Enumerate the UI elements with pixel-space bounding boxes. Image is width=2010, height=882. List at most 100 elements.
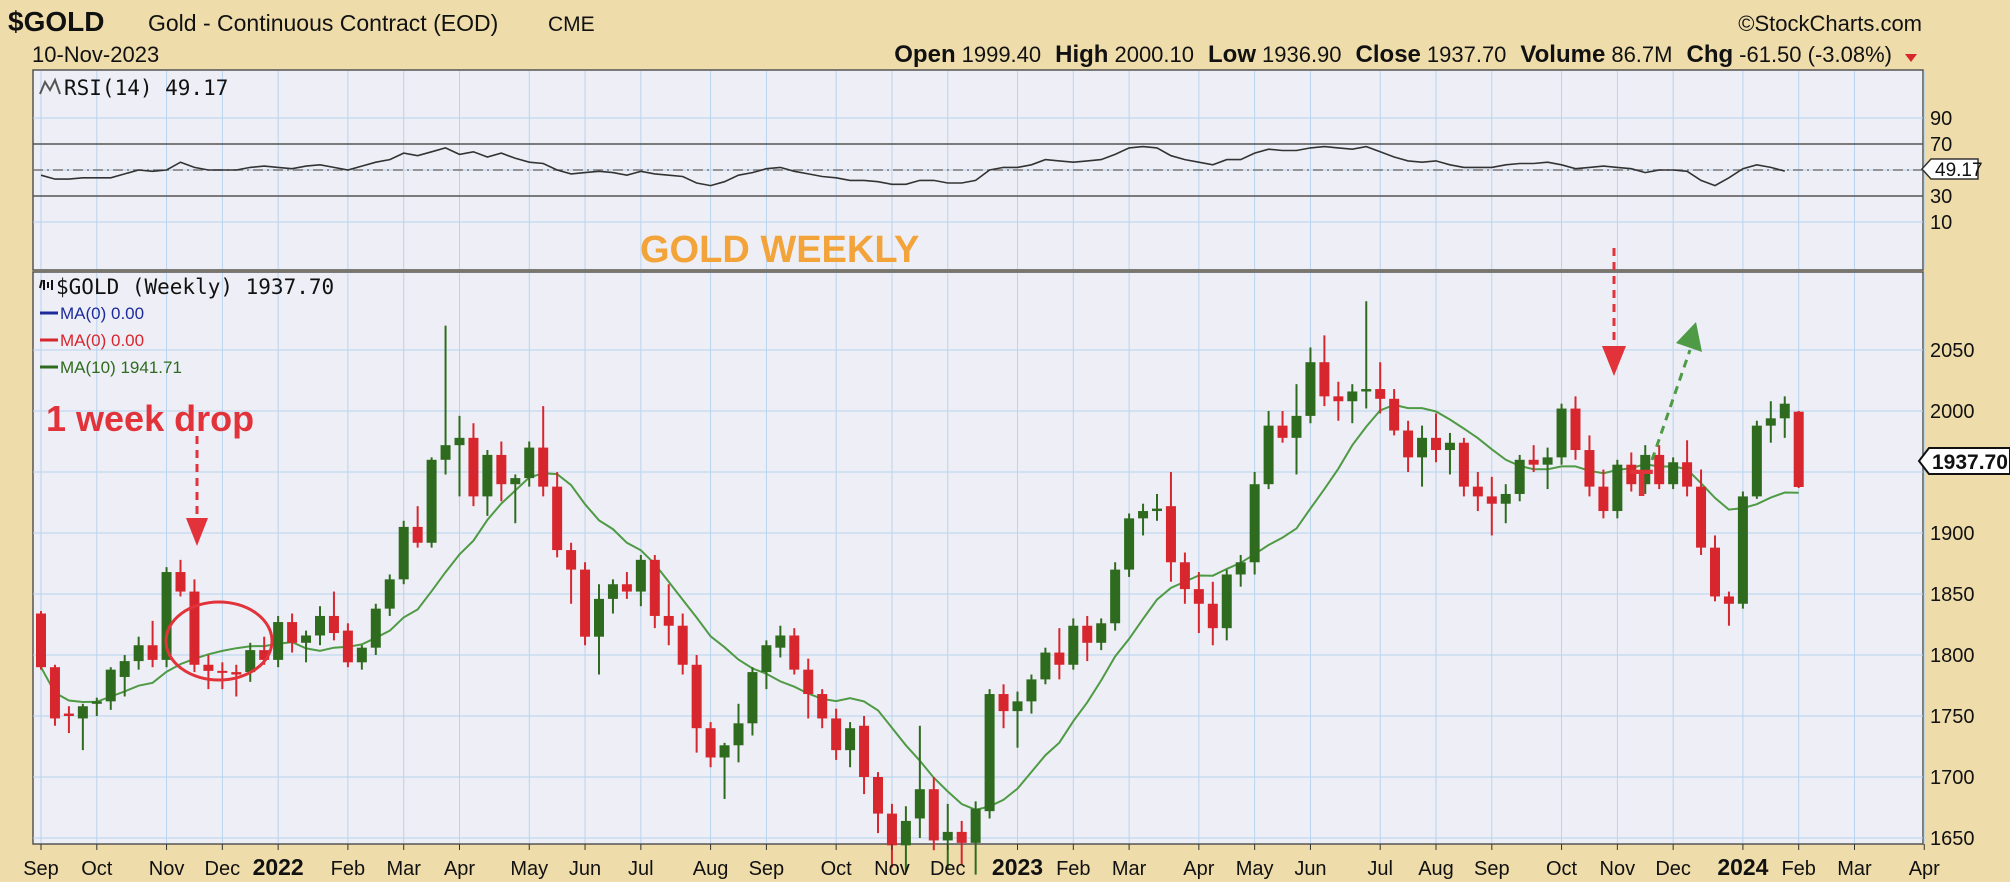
candle: [621, 572, 632, 599]
x-tick-label: May: [1236, 858, 1274, 880]
candle-body: [105, 669, 116, 702]
x-tick-label: Jun: [1294, 858, 1326, 880]
price-tick-label: 1700: [1930, 767, 1975, 789]
drop-circle: [164, 600, 274, 682]
candle-body: [384, 579, 395, 609]
ohlc-summary: Open 1999.40 High 2000.10 Low 1936.90 Close 193…: [894, 41, 1917, 68]
candle-body: [91, 701, 102, 704]
candle: [1528, 445, 1539, 472]
candle-body: [831, 718, 842, 751]
candle-body: [1486, 496, 1497, 504]
candle-body: [1347, 391, 1358, 402]
candle: [1082, 615, 1093, 662]
candle-body: [1514, 459, 1525, 494]
low-value: 1936.90: [1262, 42, 1342, 67]
candle: [1751, 420, 1762, 499]
candle-body: [1096, 623, 1107, 643]
candle-body: [1403, 430, 1414, 458]
candle-body: [914, 789, 925, 819]
candle: [1570, 396, 1581, 460]
candle-body: [36, 613, 46, 668]
candle-body: [147, 645, 158, 660]
rsi-legend: RSI(14) 49.17: [39, 76, 228, 100]
candle: [482, 450, 493, 516]
candle: [998, 684, 1009, 729]
legend-ma2: MA(0) 0.00: [60, 331, 144, 350]
candle: [1444, 432, 1455, 475]
candle: [1598, 469, 1609, 519]
rsi-tick-label: 70: [1930, 134, 1952, 156]
candle: [36, 611, 46, 670]
candle-body: [747, 672, 758, 724]
candle-body: [189, 591, 200, 665]
candle-body: [426, 459, 437, 543]
candle: [775, 625, 786, 658]
axis-layer: Sep Oct Nov Dec 2022 Feb Mar Apr May Jun Jul Aug Sep…: [23, 108, 1974, 880]
exchange-label: CME: [548, 13, 595, 36]
candle: [315, 606, 325, 646]
candle: [1682, 440, 1693, 497]
green-arrow-line: [1650, 349, 1692, 461]
candle-body: [1389, 398, 1400, 431]
close-value: 1937.70: [1427, 42, 1507, 67]
candle-body: [119, 661, 130, 677]
candle-body: [315, 615, 325, 636]
rsi-icon: [39, 77, 61, 95]
candle: [231, 664, 242, 697]
candle-body: [1124, 518, 1135, 570]
candle-body: [1765, 418, 1776, 426]
candle-body: [1710, 547, 1720, 597]
x-tick-label: Mar: [386, 858, 421, 880]
candle: [831, 708, 842, 760]
candle: [119, 655, 130, 697]
candle: [496, 441, 507, 502]
rsi-tick-label: 10: [1930, 212, 1952, 234]
candle-body: [552, 486, 563, 551]
price-tick-label: 1850: [1930, 584, 1975, 606]
candle-body: [900, 820, 911, 846]
candle: [342, 623, 353, 668]
candle-body: [63, 713, 74, 716]
candle-body: [1012, 701, 1023, 712]
x-tick-label: Feb: [331, 858, 365, 880]
candle: [1668, 457, 1679, 490]
candle: [1249, 472, 1260, 575]
candle: [914, 725, 925, 838]
candle-body: [1277, 425, 1288, 438]
x-tick-label: Aug: [1418, 858, 1454, 880]
x-tick-label: Mar: [1837, 858, 1872, 880]
chart-date: 10-Nov-2023: [32, 42, 159, 67]
candle: [1723, 591, 1734, 626]
t-mark: T: [1630, 463, 1653, 505]
candle: [1305, 347, 1316, 424]
price-panel: [32, 271, 1924, 845]
candle-body: [1179, 562, 1190, 590]
candle: [287, 613, 298, 653]
candle: [356, 645, 367, 670]
candle: [426, 457, 437, 548]
volume-label: Volume: [1520, 41, 1605, 68]
candle: [1263, 411, 1274, 490]
candle: [747, 667, 758, 736]
candle: [1319, 335, 1330, 407]
candle-body: [342, 630, 353, 663]
price-tick-label: 1650: [1930, 828, 1975, 850]
candle: [1152, 493, 1162, 521]
chg-value: -61.50 (-3.08%): [1739, 42, 1892, 67]
candle-body: [1165, 506, 1176, 563]
candle-body: [538, 447, 549, 487]
volume-value: 86.7M: [1611, 42, 1672, 67]
green-arrow-icon: [1676, 322, 1702, 352]
candle: [1096, 618, 1107, 651]
candle-body: [1458, 442, 1469, 487]
candle: [91, 697, 102, 716]
candle-body: [942, 831, 953, 841]
price-value-tag: [1917, 447, 2010, 475]
candle: [984, 689, 995, 819]
candle: [203, 655, 214, 690]
one-week-drop-label: 1 week drop: [46, 398, 254, 439]
candle: [970, 801, 981, 875]
candle: [1626, 452, 1637, 492]
